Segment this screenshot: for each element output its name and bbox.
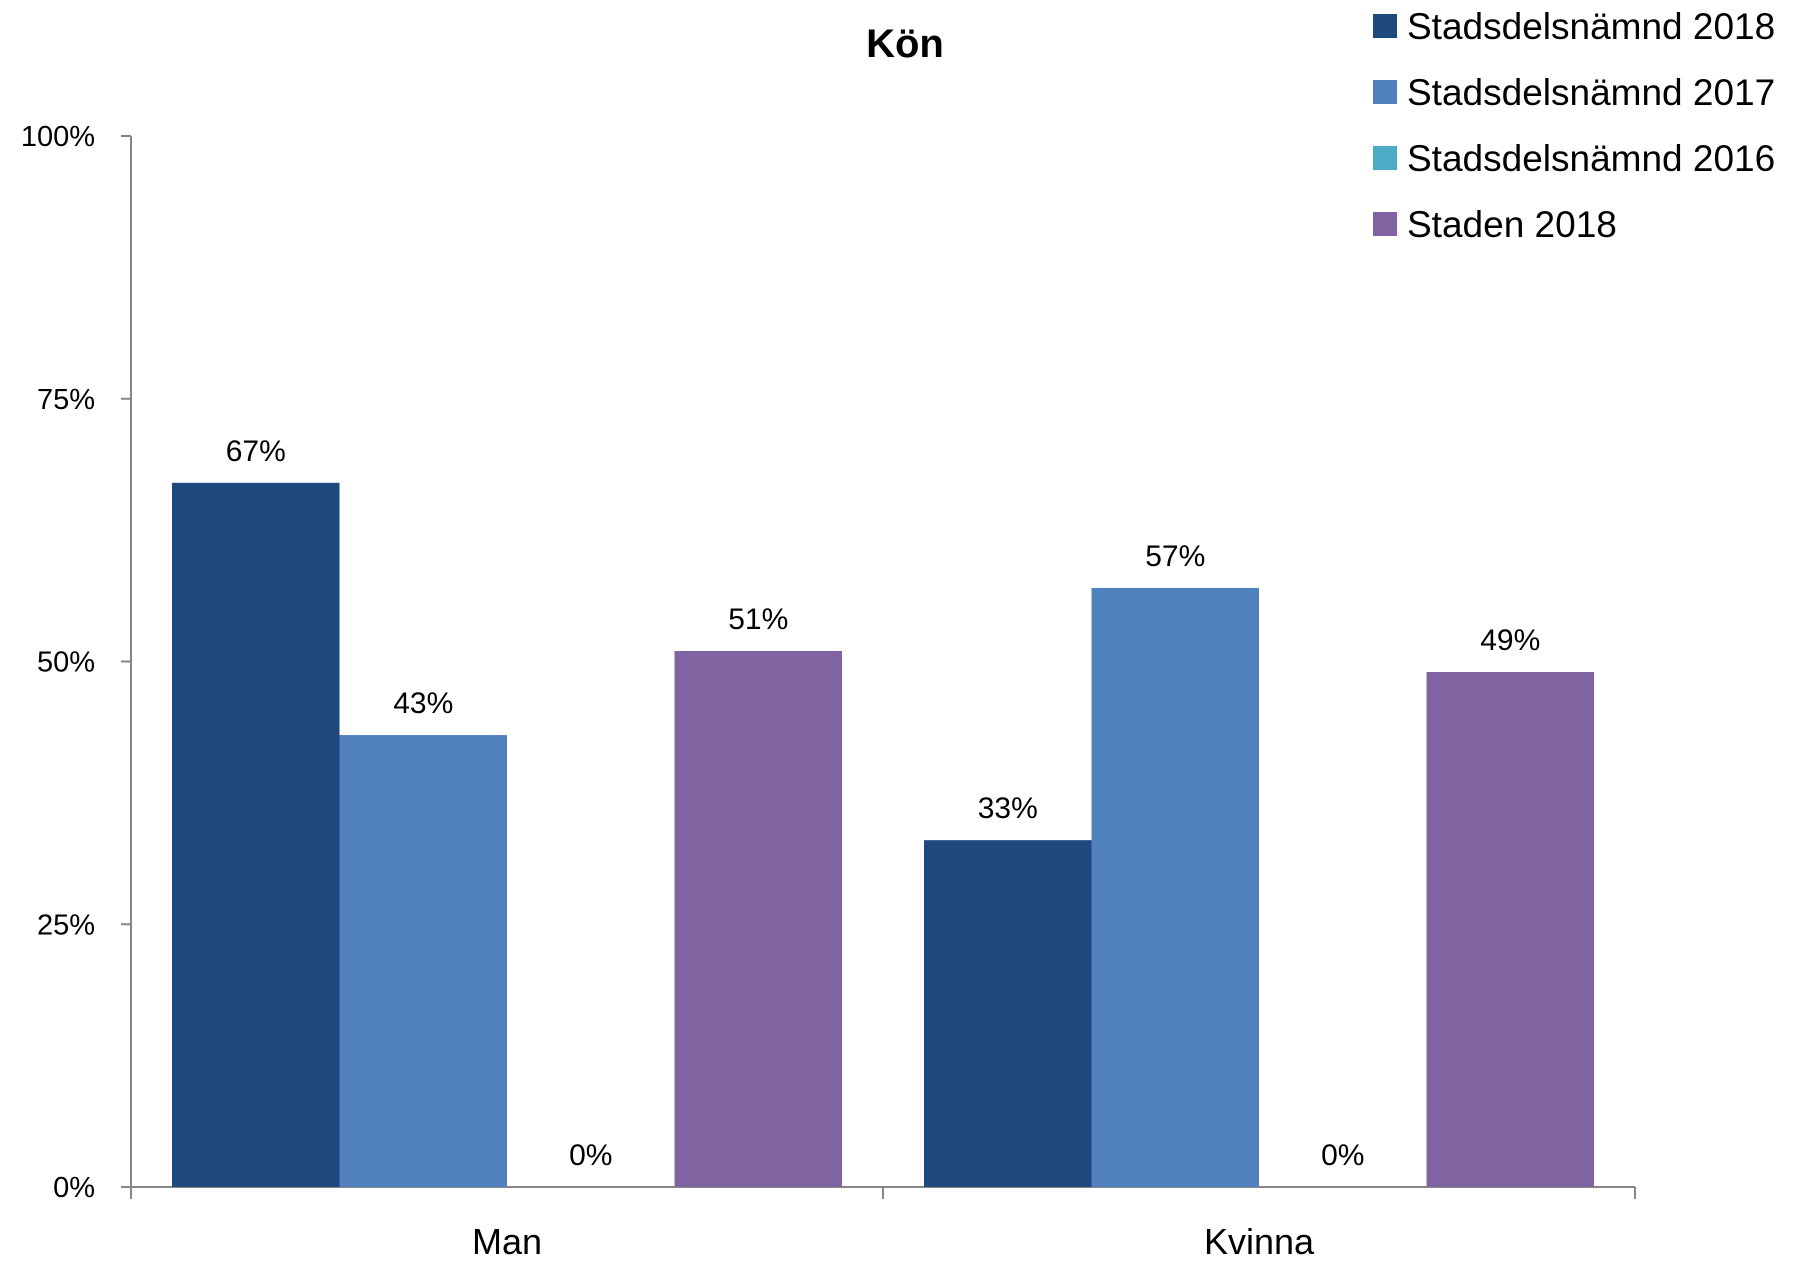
bar-value-label: 0% [569,1139,612,1172]
legend-label: Staden 2018 [1407,204,1617,245]
bar-value-label: 57% [1145,540,1205,573]
bar [1426,672,1594,1187]
legend-swatch [1373,14,1397,38]
bar [924,840,1092,1187]
data-labels: 67% 33% 43% 57% 0% 0% 51% 49% [226,435,1541,1172]
bar [339,735,507,1187]
y-axis: 0% 25% 50% 75% 100% [21,121,132,1204]
bar-value-label: 43% [393,687,453,720]
x-axis: Man Kvinna [130,1186,1636,1261]
y-tick-label: 100% [21,121,95,153]
bar-value-label: 49% [1480,624,1540,657]
y-tick-label: 25% [37,909,95,941]
bar [674,650,842,1187]
bar-value-label: 51% [728,603,788,636]
y-tick-label: 0% [53,1172,95,1204]
bar-value-label: 0% [1321,1139,1364,1172]
legend-swatch [1373,212,1397,236]
bars [172,482,1594,1188]
legend-label: Stadsdelsnämnd 2017 [1407,72,1775,113]
legend-label: Stadsdelsnämnd 2016 [1407,138,1775,179]
bar [1091,587,1259,1187]
y-tick-label: 75% [37,384,95,416]
chart-title: Kön [866,22,944,66]
bar [172,482,340,1188]
legend: Stadsdelsnämnd 2018 Stadsdelsnämnd 2017 St… [1373,6,1775,245]
y-tick-label: 50% [37,647,95,679]
x-category-label: Kvinna [1204,1221,1315,1256]
legend-label: Stadsdelsnämnd 2018 [1407,6,1775,47]
legend-swatch [1373,80,1397,104]
bar-value-label: 67% [226,435,286,468]
bar-value-label: 33% [978,792,1038,825]
x-category-label: Man [472,1221,542,1256]
legend-swatch [1373,146,1397,170]
